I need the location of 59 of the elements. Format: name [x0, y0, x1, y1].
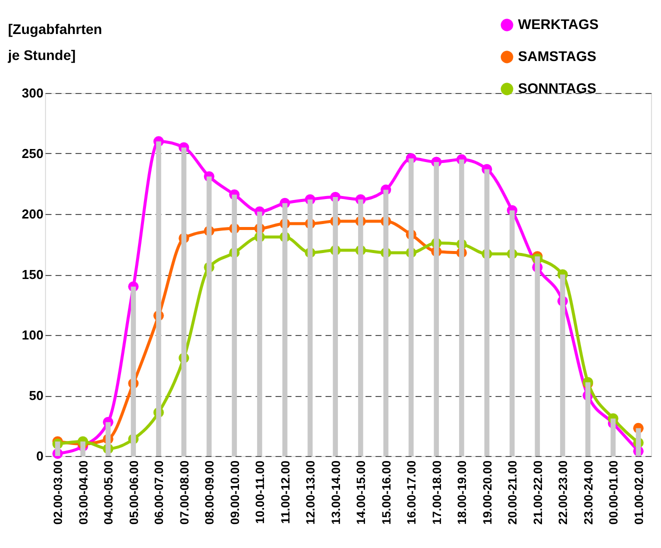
x-tick-label: 00.00-01.00 [606, 460, 621, 525]
y-tick-label: 200 [22, 206, 44, 222]
x-tick-label: 18.00-19.00 [455, 460, 470, 525]
y-tick-label: 50 [29, 388, 44, 403]
bar [282, 203, 288, 456]
bar [383, 190, 388, 456]
bar [534, 256, 540, 456]
bar [560, 274, 566, 456]
y-tick-label: 250 [22, 146, 44, 161]
x-tick-label: 01.00-02.00 [632, 460, 646, 525]
bar [510, 210, 515, 456]
bar [636, 428, 641, 456]
bar [55, 441, 60, 456]
bar [484, 169, 490, 456]
x-tick-label: 02.00-03.00 [51, 460, 66, 525]
x-tick-label: 03.00-04.00 [76, 460, 90, 525]
bar [332, 197, 338, 456]
x-tick-label: 17.00-18.00 [430, 460, 444, 525]
bar [206, 176, 212, 456]
bar [257, 212, 262, 456]
x-tick-label: 20.00-21.00 [506, 460, 520, 525]
y-tick-label: 100 [22, 328, 44, 342]
x-tick-label: 22.00-23.00 [556, 460, 570, 525]
y-axis-title: [Zugabfahrten je Stunde] [7, 21, 102, 63]
bar [181, 147, 186, 456]
bar [130, 286, 136, 456]
legend-label: WERKTAGS [518, 16, 599, 32]
bar [610, 418, 616, 456]
x-tick-label: 14.00-15.00 [354, 460, 368, 525]
x-tick-label: 16.00-17.00 [404, 460, 419, 525]
legend-label: SONNTAGS [518, 80, 596, 96]
x-tick-label: 19.00-20.00 [480, 460, 494, 525]
bar [408, 158, 414, 456]
y-tick-label: 300 [22, 86, 44, 100]
x-tick-label: 10.00-11.00 [253, 460, 268, 524]
bar [106, 422, 111, 456]
bar [585, 382, 590, 456]
bar [358, 199, 364, 456]
bar [156, 141, 162, 456]
bar [434, 162, 439, 456]
bar [308, 199, 313, 456]
y-tick-label: 0 [36, 448, 44, 464]
x-tick-label: 07.00-08.00 [177, 460, 192, 525]
y-tick-label: 150 [22, 267, 44, 282]
x-tick-label: 05.00-06.00 [126, 460, 141, 525]
bar [232, 194, 237, 456]
legend-label: SAMSTAGS [518, 48, 596, 64]
x-tick-label: 08.00-09.00 [202, 460, 217, 525]
bar [459, 160, 464, 456]
x-tick-label: 04.00-05.00 [102, 460, 116, 525]
x-tick-label: 12.00-13.00 [304, 460, 318, 525]
x-tick-label: 23.00-24.00 [581, 460, 596, 525]
x-tick-label: 09.00-10.00 [228, 460, 242, 525]
bar [80, 441, 86, 456]
x-tick-label: 06.00-07.00 [152, 460, 166, 525]
x-tick-label: 21.00-22.00 [530, 460, 545, 525]
x-tick-label: 13.00-14.00 [328, 460, 343, 525]
x-tick-label: 11.00-12.00 [278, 460, 292, 524]
x-tick-label: 15.00-16.00 [379, 460, 394, 525]
